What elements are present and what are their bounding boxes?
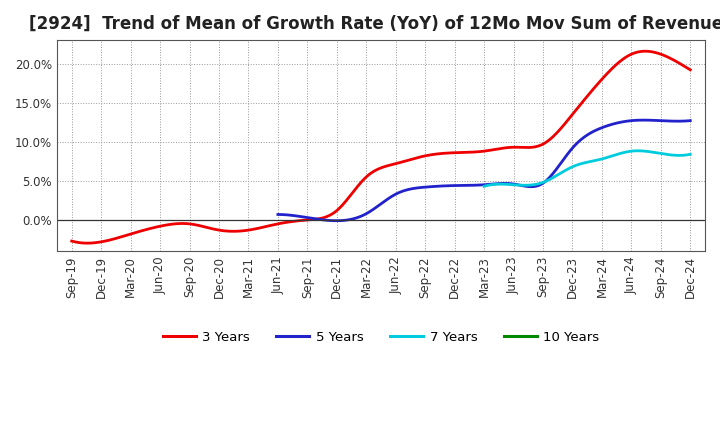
Title: [2924]  Trend of Mean of Growth Rate (YoY) of 12Mo Mov Sum of Revenues: [2924] Trend of Mean of Growth Rate (YoY…	[29, 15, 720, 33]
Legend: 3 Years, 5 Years, 7 Years, 10 Years: 3 Years, 5 Years, 7 Years, 10 Years	[157, 326, 605, 349]
